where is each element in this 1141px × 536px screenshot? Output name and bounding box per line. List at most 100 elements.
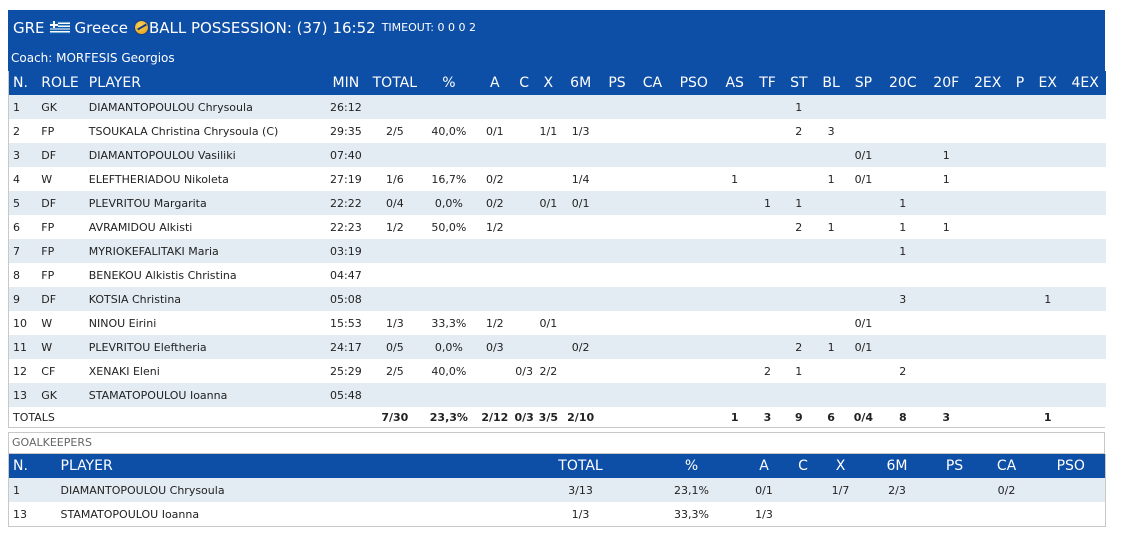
cell-20c bbox=[879, 167, 927, 191]
cell-ex bbox=[1031, 383, 1065, 407]
cell-st: 2 bbox=[782, 335, 815, 359]
ball-possession: BALL POSSESSION: (37) bbox=[148, 18, 328, 37]
cell-ca bbox=[634, 143, 671, 167]
cell-player: AVRAMIDOU Alkisti bbox=[84, 215, 324, 239]
cell-p bbox=[1008, 287, 1032, 311]
col-header-min: MIN bbox=[323, 71, 369, 95]
players-table-header: N. ROLE PLAYER MIN TOTAL% A C X 6M PS CA PSO AS TF ST B… bbox=[9, 71, 1106, 95]
cell-20f: 1 bbox=[926, 167, 967, 191]
cell-c bbox=[513, 191, 536, 215]
cell-ca bbox=[634, 311, 671, 335]
cell-20f bbox=[926, 239, 967, 263]
cell-4ex bbox=[1064, 383, 1106, 407]
totals-pso bbox=[670, 407, 717, 427]
gk-cell-ca: 0/2 bbox=[976, 478, 1037, 502]
cell-tf bbox=[752, 167, 783, 191]
cell-4ex bbox=[1064, 143, 1106, 167]
cell-x bbox=[535, 383, 562, 407]
cell-x: 2/2 bbox=[535, 359, 562, 383]
gk-cell-total: 3/13 bbox=[519, 478, 642, 502]
cell-n: 5 bbox=[9, 191, 38, 215]
col-header-6m: 6M bbox=[561, 71, 600, 95]
cell-ca bbox=[634, 167, 671, 191]
cell-c bbox=[513, 119, 536, 143]
cell-col: 0,0% bbox=[421, 335, 477, 359]
cell-bl bbox=[814, 191, 848, 215]
gk-cell-6m: 2/3 bbox=[861, 478, 933, 502]
totals-20c: 8 bbox=[879, 407, 927, 427]
cell-ca bbox=[634, 263, 671, 287]
cell-a bbox=[476, 143, 513, 167]
cell-20f bbox=[926, 311, 967, 335]
cell-col: 40,0% bbox=[421, 359, 477, 383]
cell-6m bbox=[561, 263, 600, 287]
table-row: 9 DF KOTSIA Christina 05:08 3 1 bbox=[9, 287, 1106, 311]
cell-min: 25:29 bbox=[323, 359, 369, 383]
cell-as: 1 bbox=[717, 167, 753, 191]
cell-p bbox=[1008, 359, 1032, 383]
cell-c bbox=[513, 215, 536, 239]
cell-20c: 2 bbox=[879, 359, 927, 383]
cell-player: DIAMANTOPOULOU Chrysoula bbox=[84, 95, 324, 119]
cell-pso bbox=[670, 95, 717, 119]
cell-ps bbox=[599, 383, 635, 407]
cell-player: BENEKOU Alkistis Christina bbox=[84, 263, 324, 287]
table-row: 10 W NINOU Eirini 15:53 1/3 33,3% 1/2 0/1 0/1 bbox=[9, 311, 1106, 335]
goalkeepers-table-header: N. PLAYER TOTAL% A C X 6M PS CA PSO bbox=[8, 454, 1106, 478]
gk-col-header-pso: PSO bbox=[1036, 454, 1106, 478]
totals-x: 3/5 bbox=[535, 407, 562, 427]
cell-x bbox=[535, 167, 562, 191]
cell-min: 22:23 bbox=[323, 215, 369, 239]
cell-total bbox=[368, 95, 422, 119]
cell-2ex bbox=[966, 287, 1009, 311]
col-header-p: P bbox=[1008, 71, 1032, 95]
cell-20c: 1 bbox=[879, 239, 927, 263]
gk-cell-ca bbox=[976, 502, 1037, 527]
cell-p bbox=[1008, 215, 1032, 239]
col-header-ex: EX bbox=[1031, 71, 1065, 95]
cell-min: 07:40 bbox=[323, 143, 369, 167]
cell-ex bbox=[1031, 191, 1065, 215]
table-row: 13 GK STAMATOPOULOU Ioanna 05:48 bbox=[9, 383, 1106, 407]
coach-name: Coach: MORFESIS Georgios bbox=[8, 45, 1105, 71]
totals-player bbox=[84, 407, 324, 427]
cell-x bbox=[535, 263, 562, 287]
cell-a bbox=[476, 383, 513, 407]
cell-min: 27:19 bbox=[323, 167, 369, 191]
cell-4ex bbox=[1064, 239, 1106, 263]
cell-st bbox=[782, 287, 815, 311]
cell-col: 40,0% bbox=[421, 119, 477, 143]
cell-col: 33,3% bbox=[421, 311, 477, 335]
cell-ps bbox=[599, 239, 635, 263]
col-header-c: C bbox=[513, 71, 536, 95]
cell-st: 2 bbox=[782, 119, 815, 143]
col-header-pso: PSO bbox=[670, 71, 717, 95]
cell-n: 11 bbox=[9, 335, 38, 359]
cell-col bbox=[421, 143, 477, 167]
cell-x bbox=[535, 239, 562, 263]
cell-tf bbox=[752, 383, 783, 407]
cell-total bbox=[368, 263, 422, 287]
cell-role: CF bbox=[37, 359, 85, 383]
team-header: GRE Greece BALL POSSESSION: (37) 16:52 T… bbox=[8, 10, 1105, 45]
cell-pso bbox=[670, 287, 717, 311]
cell-tf: 1 bbox=[752, 191, 783, 215]
cell-as bbox=[717, 143, 753, 167]
cell-a: 0/2 bbox=[476, 191, 513, 215]
cell-tf bbox=[752, 143, 783, 167]
cell-col: 0,0% bbox=[421, 191, 477, 215]
cell-20c bbox=[879, 383, 927, 407]
cell-p bbox=[1008, 311, 1032, 335]
gk-cell-6m bbox=[861, 502, 933, 527]
cell-as bbox=[717, 191, 753, 215]
cell-pso bbox=[670, 191, 717, 215]
cell-as bbox=[717, 287, 753, 311]
cell-bl: 1 bbox=[814, 167, 848, 191]
cell-a bbox=[476, 95, 513, 119]
cell-tf bbox=[752, 311, 783, 335]
cell-p bbox=[1008, 263, 1032, 287]
cell-total: 2/5 bbox=[368, 119, 422, 143]
cell-sp bbox=[847, 215, 880, 239]
table-row: 4 W ELEFTHERIADOU Nikoleta 27:19 1/6 16,7% 0/2… bbox=[9, 167, 1106, 191]
cell-c bbox=[513, 383, 536, 407]
